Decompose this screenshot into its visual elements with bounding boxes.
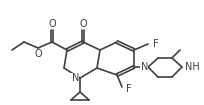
- Text: N: N: [71, 73, 79, 83]
- Text: N: N: [140, 62, 147, 72]
- Text: O: O: [79, 19, 86, 29]
- Text: O: O: [34, 49, 42, 59]
- Text: NH: NH: [184, 62, 199, 72]
- Text: F: F: [125, 84, 131, 94]
- Text: O: O: [48, 19, 55, 29]
- Text: F: F: [152, 39, 158, 49]
